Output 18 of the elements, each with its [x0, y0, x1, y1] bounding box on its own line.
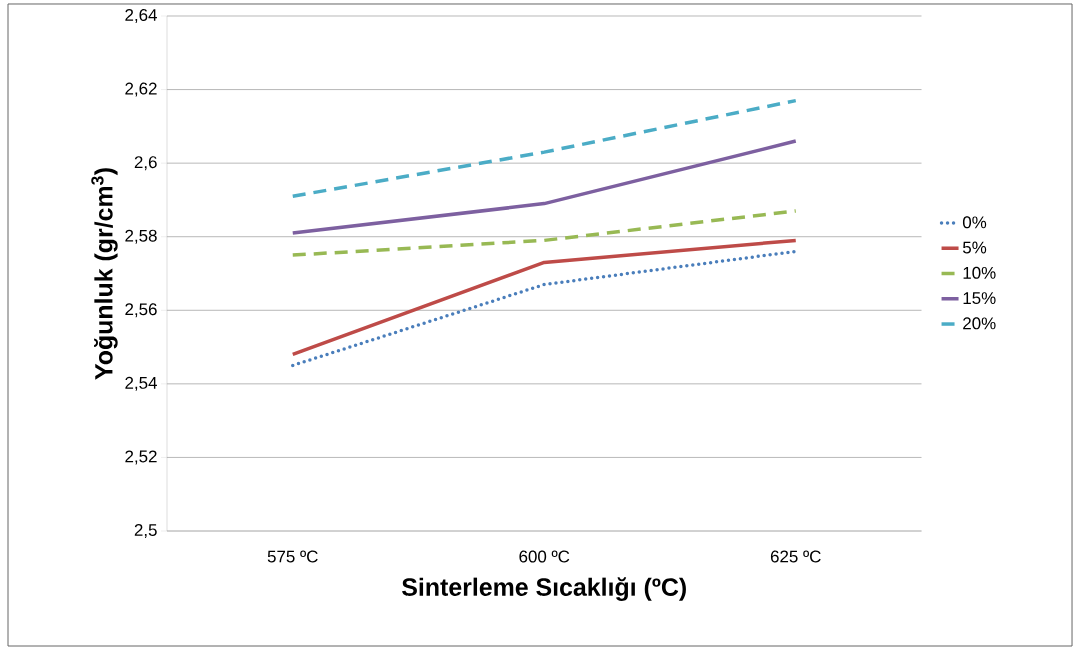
y-tick-label: 2,5 — [134, 524, 157, 538]
y-tick-label: 2,62 — [125, 82, 157, 97]
y-tick-label: 2,58 — [125, 229, 157, 244]
x-tick-label: 600 ºC — [519, 550, 570, 563]
y-tick-label: 2,56 — [125, 303, 157, 318]
legend-label: 10% — [963, 266, 996, 279]
x-tick-label: 575 ºC — [267, 550, 318, 563]
x-tick-label: 625 ºC — [770, 550, 821, 563]
x-axis-title: Sinterleme Sıcaklığı (ºC) — [402, 577, 686, 601]
legend-label: 0% — [962, 216, 987, 229]
y-tick-label: 2,6 — [134, 156, 157, 171]
y-tick-label: 2,52 — [125, 450, 157, 465]
y-axis-title: Yoğunluk (gr/cm$^{3}$) — [91, 168, 118, 380]
y-tick-label: 2,54 — [125, 376, 157, 391]
y-tick-label: 2,64 — [125, 9, 157, 23]
legend-label: 20% — [963, 317, 996, 330]
legend-label: 15% — [963, 292, 996, 305]
legend-label: 5% — [962, 241, 987, 254]
